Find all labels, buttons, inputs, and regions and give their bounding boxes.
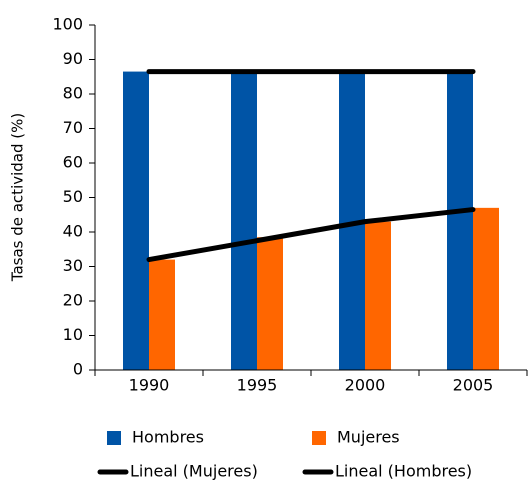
y-tick-label: 10 — [63, 325, 83, 344]
y-tick-label: 60 — [63, 153, 83, 172]
y-tick-label: 100 — [52, 15, 83, 34]
y-tick-label: 80 — [63, 84, 83, 103]
bar — [123, 71, 149, 370]
x-tick-label: 1995 — [237, 376, 278, 395]
y-tick-label: 70 — [63, 118, 83, 137]
x-tick-label: 2005 — [453, 376, 494, 395]
y-tick-label: 30 — [63, 256, 83, 275]
bar — [447, 71, 473, 370]
x-tick-label: 2000 — [345, 376, 386, 395]
y-axis-label: Tasas de actividad (%) — [9, 113, 27, 282]
bar — [257, 237, 283, 370]
bar — [473, 207, 499, 370]
legend-swatch — [312, 431, 326, 445]
legend-label: Hombres — [132, 428, 204, 447]
x-tick-label: 1990 — [129, 376, 170, 395]
legend-label: Lineal (Hombres) — [335, 462, 472, 481]
bar — [365, 221, 391, 370]
legend-label: Mujeres — [337, 428, 400, 447]
y-tick-label: 90 — [63, 49, 83, 68]
y-tick-label: 40 — [63, 222, 83, 241]
legend-swatch — [107, 431, 121, 445]
y-tick-label: 50 — [63, 187, 83, 206]
y-tick-label: 20 — [63, 291, 83, 310]
bar — [231, 71, 257, 370]
y-tick-label: 0 — [73, 360, 83, 379]
bar — [149, 259, 175, 370]
trend-line — [146, 207, 476, 263]
legend-label: Lineal (Mujeres) — [130, 462, 258, 481]
